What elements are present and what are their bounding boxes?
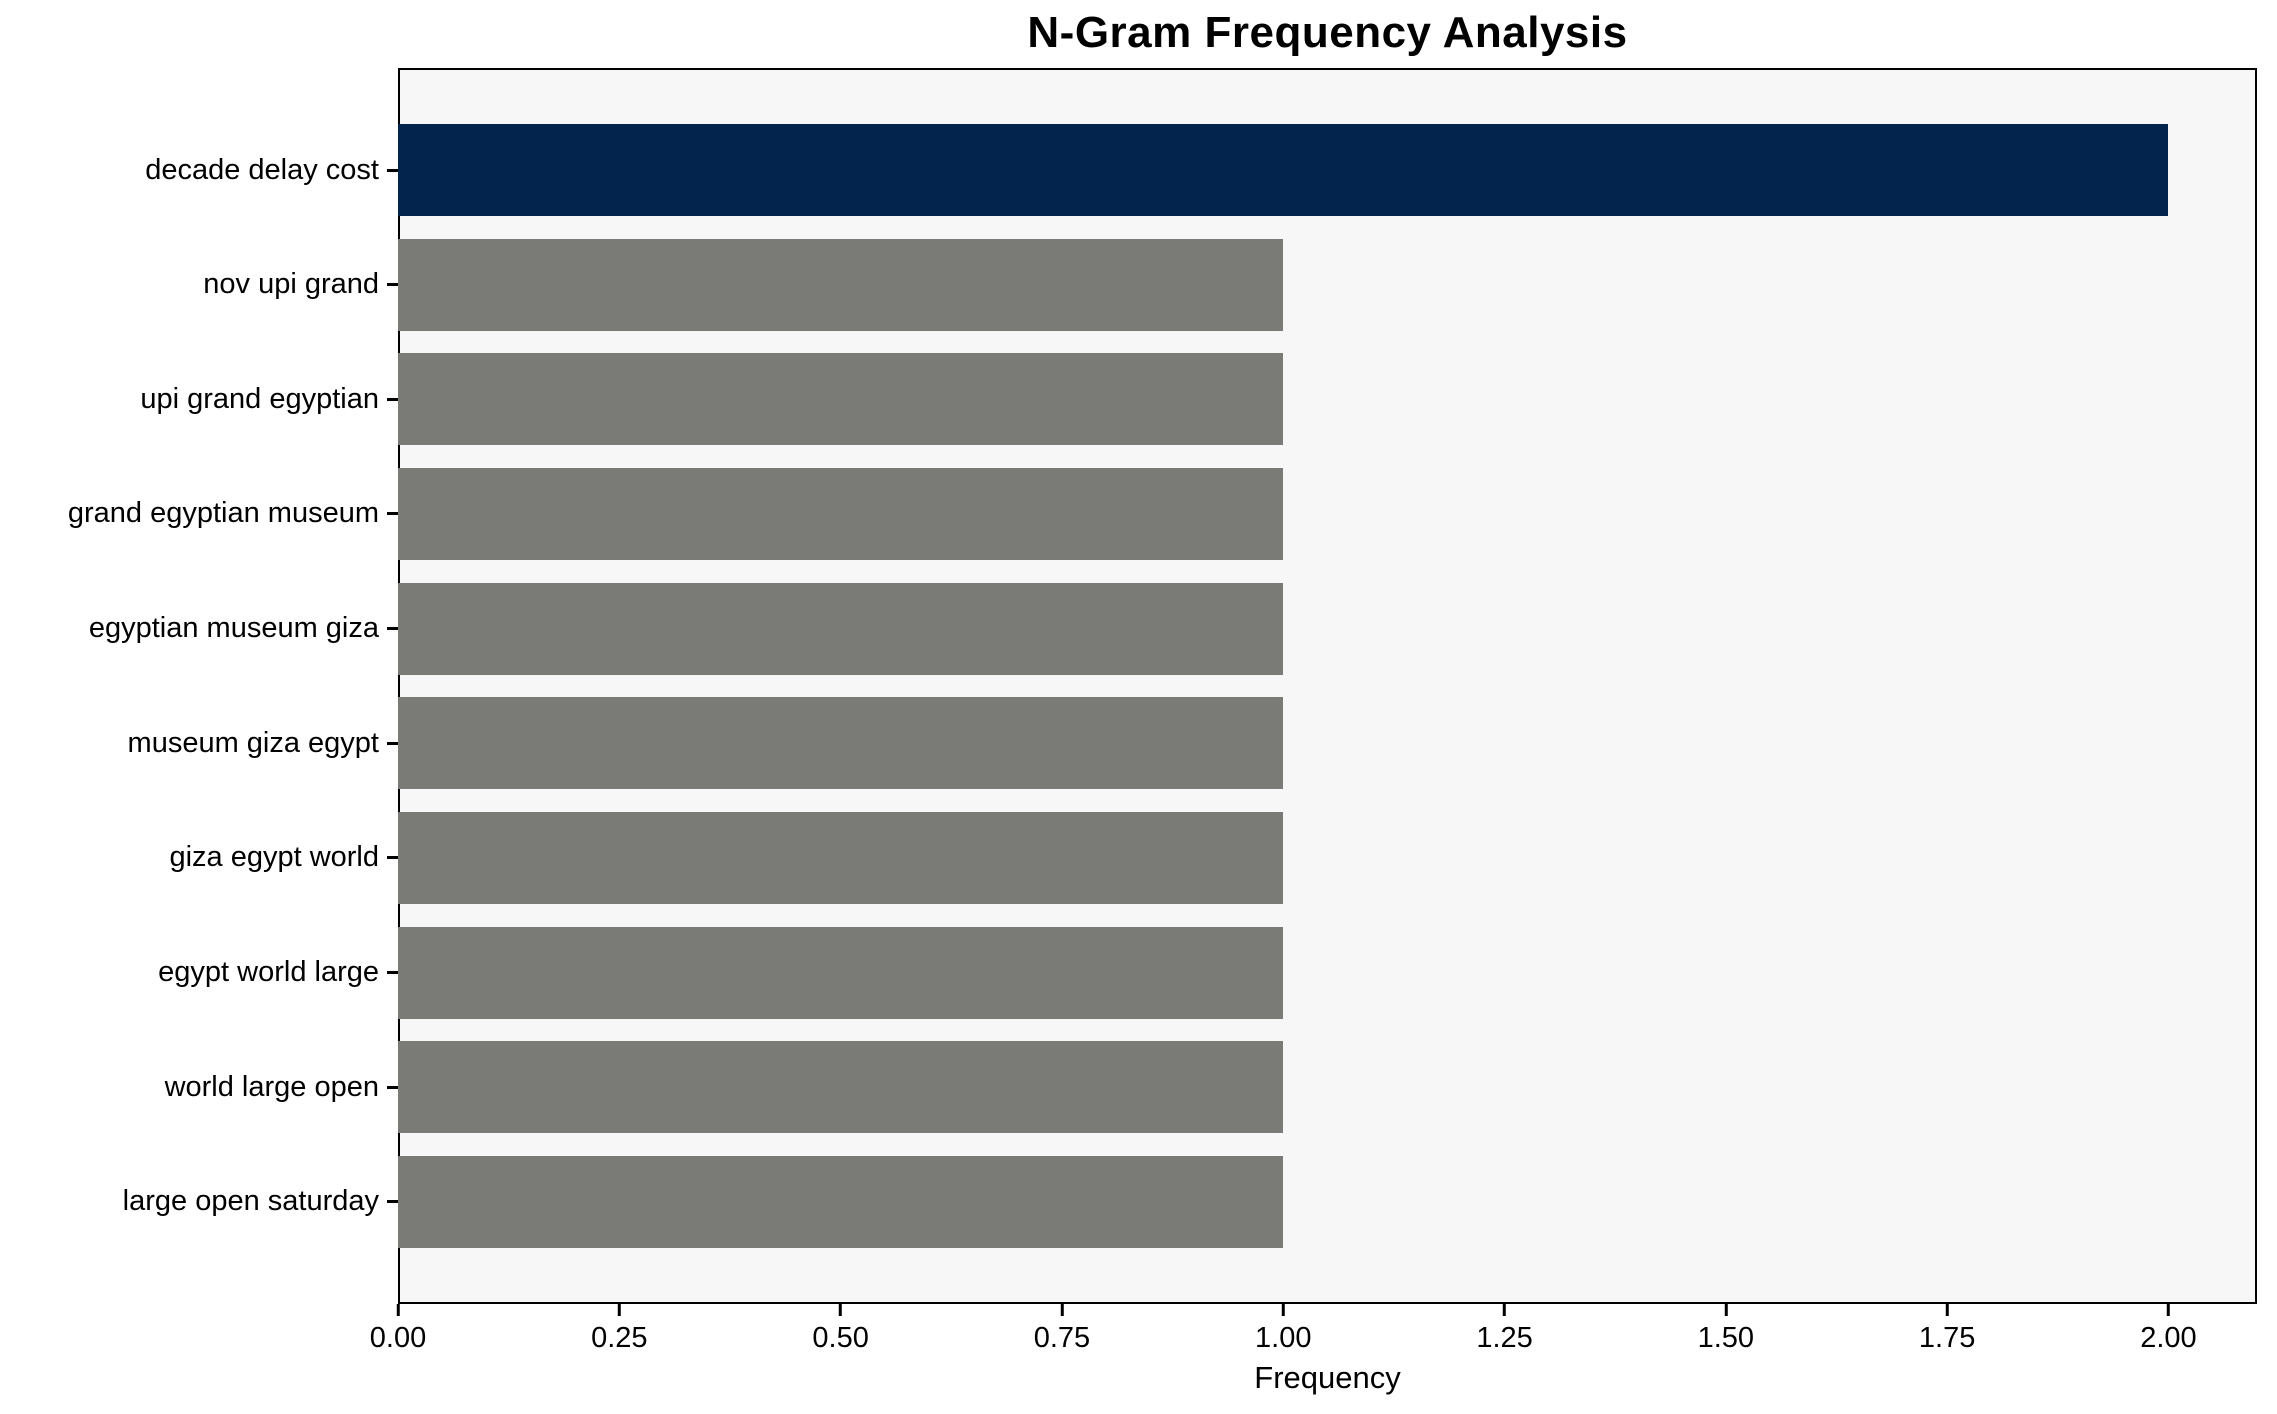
bar-row: giza egypt world xyxy=(0,811,2257,904)
chart-title: N-Gram Frequency Analysis xyxy=(1027,8,1628,57)
bar-cell xyxy=(398,1155,2257,1248)
rows: decade delay cost nov upi grand upi gran… xyxy=(0,68,2257,1304)
x-tick-label: 0.25 xyxy=(591,1322,648,1354)
x-tick: 0.50 xyxy=(812,1304,869,1355)
category-label: grand egyptian museum xyxy=(67,497,379,530)
bar-row: egyptian museum giza xyxy=(0,582,2257,675)
bar-row: large open saturday xyxy=(0,1155,2257,1248)
bar xyxy=(398,811,1284,904)
y-tick: world large open xyxy=(0,1071,398,1104)
bar-row: egypt world large xyxy=(0,926,2257,1019)
x-tick: 1.00 xyxy=(1255,1304,1311,1355)
x-tick: 0.25 xyxy=(591,1304,648,1355)
y-tick: upi grand egyptian xyxy=(0,383,398,416)
bar-cell xyxy=(398,467,2257,560)
x-tick-mark xyxy=(2166,1304,2170,1316)
bar xyxy=(398,467,1284,560)
x-tick-mark xyxy=(1945,1304,1949,1316)
x-tick-label: 1.25 xyxy=(1476,1322,1533,1354)
x-tick: 0.00 xyxy=(370,1304,426,1355)
y-tick-mark xyxy=(387,971,398,975)
x-tick: 1.75 xyxy=(1919,1304,1975,1355)
x-tick-mark xyxy=(396,1304,400,1316)
bar-cell xyxy=(398,353,2257,446)
y-tick-mark xyxy=(387,397,398,401)
x-tick-label: 0.50 xyxy=(812,1322,869,1354)
y-tick-mark xyxy=(387,1085,398,1089)
category-label: nov upi grand xyxy=(203,268,379,301)
x-tick-mark xyxy=(1060,1304,1064,1316)
y-tick: giza egypt world xyxy=(0,841,398,874)
y-tick-mark xyxy=(387,1200,398,1204)
x-tick-label: 0.00 xyxy=(369,1322,427,1354)
bar xyxy=(398,697,1284,790)
bar xyxy=(398,353,1284,446)
y-tick-mark xyxy=(387,283,398,287)
bar xyxy=(398,124,2169,216)
category-label: egyptian museum giza xyxy=(88,612,379,645)
bar-cell xyxy=(398,238,2257,331)
bar xyxy=(398,238,1284,331)
x-tick: 2.00 xyxy=(2140,1304,2197,1355)
y-tick: museum giza egypt xyxy=(0,727,398,760)
x-tick-label: 1.50 xyxy=(1697,1322,1755,1354)
y-tick: large open saturday xyxy=(0,1185,398,1218)
category-label: large open saturday xyxy=(122,1185,379,1218)
bar-cell xyxy=(398,124,2257,216)
bar-row: upi grand egyptian xyxy=(0,353,2257,446)
bar xyxy=(398,1041,1284,1134)
x-axis-ticks: 0.00 0.25 0.50 0.75 1.00 1.25 1.50 1.75 … xyxy=(370,1304,2257,1354)
x-tick: 1.50 xyxy=(1698,1304,1754,1355)
category-label: egypt world large xyxy=(158,956,379,989)
x-tick-mark xyxy=(617,1304,621,1316)
bar-row: grand egyptian museum xyxy=(0,467,2257,560)
x-tick: 1.25 xyxy=(1476,1304,1533,1355)
bar-cell xyxy=(398,697,2257,790)
y-tick: egypt world large xyxy=(0,956,398,989)
category-label: giza egypt world xyxy=(169,841,379,874)
y-tick: nov upi grand xyxy=(0,268,398,301)
category-label: world large open xyxy=(164,1070,379,1103)
bar xyxy=(398,1155,1284,1248)
bar-row: decade delay cost xyxy=(0,124,2257,216)
bar-cell xyxy=(398,926,2257,1019)
y-tick: decade delay cost xyxy=(0,154,398,187)
category-label: upi grand egyptian xyxy=(140,382,379,415)
x-tick-label: 1.75 xyxy=(1918,1322,1976,1354)
y-tick-mark xyxy=(387,168,398,172)
bar-row: museum giza egypt xyxy=(0,697,2257,790)
y-tick: egyptian museum giza xyxy=(0,612,398,645)
x-axis-label: Frequency xyxy=(1254,1360,1401,1395)
bar xyxy=(398,582,1284,675)
category-label: museum giza egypt xyxy=(127,726,379,759)
x-tick: 0.75 xyxy=(1034,1304,1090,1355)
y-tick-mark xyxy=(387,512,398,516)
x-tick-mark xyxy=(1724,1304,1728,1316)
y-tick-mark xyxy=(387,741,398,745)
x-tick-label: 0.75 xyxy=(1033,1322,1091,1354)
category-label: decade delay cost xyxy=(145,153,379,186)
y-tick-mark xyxy=(387,627,398,631)
bar xyxy=(398,926,1284,1019)
bar-cell xyxy=(398,1041,2257,1134)
y-tick: grand egyptian museum xyxy=(0,497,398,530)
x-tick-label: 2.00 xyxy=(2140,1322,2197,1354)
bar-cell xyxy=(398,811,2257,904)
x-tick-label: 1.00 xyxy=(1255,1322,1312,1354)
bar-cell xyxy=(398,582,2257,675)
y-tick-mark xyxy=(387,856,398,860)
x-tick-mark xyxy=(839,1304,843,1316)
x-tick-mark xyxy=(1281,1304,1285,1316)
bar-row: nov upi grand xyxy=(0,238,2257,331)
x-tick-mark xyxy=(1503,1304,1507,1316)
bar-row: world large open xyxy=(0,1041,2257,1134)
